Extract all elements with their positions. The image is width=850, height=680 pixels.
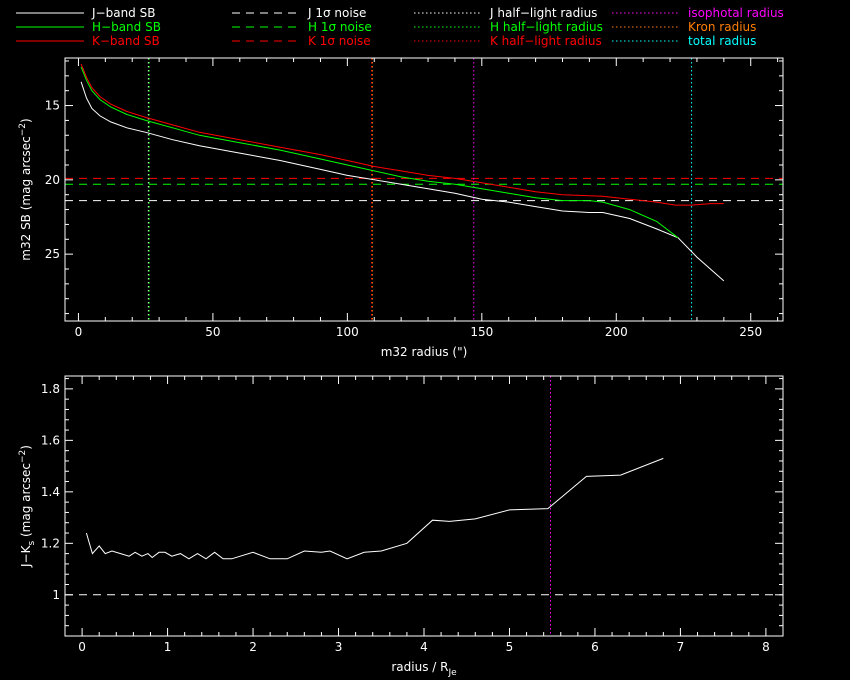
legend-label-1: H−band SB — [92, 20, 161, 34]
x-axis-label-subscript: Je — [447, 668, 457, 678]
y-axis-label-subscript: s — [27, 541, 37, 546]
x-tick-label: 250 — [739, 325, 762, 339]
surface-brightness-ticks: 0 50 100 150 200 250 15 20 25 — [45, 58, 783, 339]
legend-label-10: Kron radius — [688, 20, 756, 34]
y-tick-label: 1.2 — [41, 536, 60, 550]
legend-label-3: J 1σ noise — [307, 6, 366, 20]
legend-label-9: isophotal radius — [688, 6, 784, 20]
legend-label-4: H 1σ noise — [308, 20, 372, 34]
legend-label-2: K−band SB — [92, 34, 160, 48]
y-axis-label-main: J−K — [19, 544, 33, 568]
y-axis-label-close: ) — [19, 445, 33, 450]
y-tick-label: 1 — [52, 588, 60, 602]
y-axis-label-superscript: −2 — [18, 450, 28, 463]
series-line-1 — [80, 66, 679, 239]
plot-content — [65, 376, 783, 636]
y-tick-label: 1.8 — [41, 382, 60, 396]
legend-label-8: K half−light radius — [490, 34, 602, 48]
x-tick-label: 150 — [470, 325, 493, 339]
x-tick-label: 6 — [591, 640, 599, 654]
y-tick-label: 25 — [45, 247, 60, 261]
x-tick-label: 3 — [335, 640, 343, 654]
x-tick-label: 5 — [506, 640, 514, 654]
series-line-0 — [85, 457, 664, 560]
legend-label-6: J half−light radius — [489, 6, 597, 20]
surface-brightness-plot-area — [65, 58, 783, 321]
x-tick-label: 1 — [164, 640, 172, 654]
color-profile-x-axis-label: radius / RJe — [391, 660, 457, 678]
x-tick-label: 8 — [762, 640, 770, 654]
y-axis-label-close: ) — [19, 118, 33, 123]
series-line-0 — [80, 81, 725, 282]
color-profile-y-axis-label: J−Ks (mag arcsec−2) — [18, 445, 37, 568]
x-tick-label: 4 — [420, 640, 428, 654]
x-tick-label: 50 — [205, 325, 220, 339]
legend-label-5: K 1σ noise — [308, 34, 371, 48]
x-tick-label: 100 — [336, 325, 359, 339]
series-line-2 — [80, 63, 724, 206]
surface-brightness-panel: 0 50 100 150 200 250 15 20 25 m32 radius (") m32… — [18, 57, 784, 359]
color-profile-ticks: 0 1 2 3 4 5 6 7 8 1 1.2 1.4 1.6 1.8 — [41, 376, 784, 654]
y-tick-label: 1.6 — [41, 433, 60, 447]
color-profile-panel: 0 1 2 3 4 5 6 7 8 1 1.2 1.4 1.6 1.8 radius / RJe J−Ks… — [18, 375, 784, 678]
x-tick-label: 7 — [677, 640, 685, 654]
legend-label-0: J−band SB — [91, 6, 155, 20]
x-tick-label: 200 — [605, 325, 628, 339]
y-axis-label-rest: (mag arcsec — [19, 463, 33, 541]
y-axis-label-superscript: −2 — [18, 123, 28, 136]
y-tick-label: 15 — [45, 99, 60, 113]
surface-brightness-y-axis-label: m32 SB (mag arcsec−2) — [18, 118, 33, 260]
y-tick-label: 20 — [45, 173, 60, 187]
legend-label-11: total radius — [688, 34, 756, 48]
plot-content — [65, 58, 783, 321]
x-tick-label: 0 — [78, 640, 86, 654]
color-profile-plot-area — [65, 376, 783, 636]
x-axis-label-main: radius / R — [391, 660, 448, 674]
legend-label-7: H half−light radius — [490, 20, 603, 34]
y-tick-label: 1.4 — [41, 485, 60, 499]
surface-brightness-x-axis-label: m32 radius (") — [381, 345, 468, 359]
x-tick-label: 2 — [249, 640, 257, 654]
x-tick-label: 0 — [75, 325, 83, 339]
surface-brightness-axes-frame — [64, 57, 784, 322]
y-axis-label-main: m32 SB (mag arcsec — [19, 136, 33, 260]
